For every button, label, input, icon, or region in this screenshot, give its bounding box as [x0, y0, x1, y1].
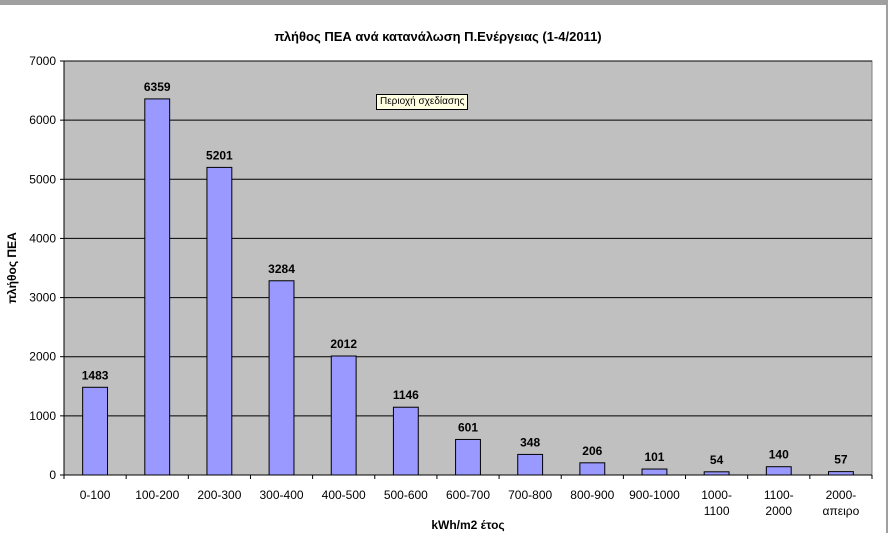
bars — [82, 98, 854, 476]
y-tick-label: 3000 — [29, 291, 56, 305]
x-tick-label: απειρο — [823, 504, 860, 518]
x-tick-label: 0-100 — [80, 488, 111, 502]
y-tick-label: 4000 — [29, 231, 56, 245]
data-label: 140 — [769, 448, 789, 462]
x-tick-label: 2000- — [826, 488, 857, 502]
x-tick-label: 100-200 — [135, 488, 179, 502]
bar[interactable] — [765, 466, 792, 476]
x-tick-label: 900-1000 — [629, 488, 680, 502]
x-tick-label: 300-400 — [260, 488, 304, 502]
bar[interactable] — [268, 280, 295, 476]
y-axis-ticks: 0 1000 2000 3000 4000 5000 6000 7000 — [29, 54, 64, 482]
bar[interactable] — [392, 406, 419, 476]
x-tick-label: 2000 — [765, 504, 792, 518]
data-label: 54 — [710, 453, 724, 467]
window-top-border — [0, 0, 888, 5]
x-tick-label: 1100 — [704, 504, 730, 518]
bar[interactable] — [455, 438, 481, 476]
x-tick-label: 600-700 — [446, 488, 490, 502]
gridlines — [64, 60, 872, 417]
bar[interactable] — [82, 386, 109, 476]
window-right-border — [886, 0, 888, 533]
bar[interactable] — [579, 462, 606, 476]
data-label: 3284 — [268, 262, 295, 276]
bar[interactable] — [641, 468, 668, 476]
y-tick-label: 5000 — [29, 172, 56, 186]
data-label: 6359 — [144, 80, 171, 94]
data-label: 1483 — [82, 368, 109, 382]
bar[interactable] — [144, 98, 171, 476]
x-axis-title: kWh/m2 έτος — [431, 518, 504, 532]
data-label: 5201 — [206, 148, 233, 162]
chart-title: πλήθος ΠΕΑ ανά κατανάλωση Π.Ενέργειας (1… — [274, 29, 601, 44]
data-label: 57 — [834, 453, 848, 467]
y-tick-label: 0 — [49, 468, 56, 482]
y-tick-label: 2000 — [29, 350, 56, 364]
x-axis-ticks: 0-100 100-200 200-300 300-400 400-500 500-600… — [63, 475, 873, 518]
x-tick-label: 800-900 — [570, 488, 614, 502]
y-axis-title: πλήθος ΠΕΑ — [5, 232, 19, 304]
data-label: 601 — [458, 420, 478, 434]
plot-area[interactable] — [63, 60, 873, 476]
data-label: 101 — [644, 450, 664, 464]
y-tick-label: 6000 — [29, 113, 56, 127]
bar[interactable] — [330, 355, 357, 476]
data-labels: 1483 6359 5201 3284 2012 1146 601 348 206 101 54 14… — [82, 80, 848, 467]
data-label: 348 — [520, 435, 540, 449]
bar[interactable] — [827, 471, 854, 476]
data-label: 2012 — [330, 337, 357, 351]
x-tick-label: 1000- — [701, 488, 732, 502]
data-label: 1146 — [393, 388, 419, 402]
x-tick-label: 500-600 — [384, 488, 428, 502]
bar[interactable] — [517, 453, 544, 476]
x-tick-label: 200-300 — [197, 488, 241, 502]
y-tick-label: 1000 — [29, 409, 56, 423]
y-tick-label: 7000 — [29, 54, 56, 68]
bar[interactable] — [206, 166, 233, 476]
plot-area-tooltip: Περιοχή σχεδίασης — [376, 94, 469, 110]
x-tick-label: 1100- — [764, 488, 794, 502]
data-label: 206 — [582, 444, 602, 458]
x-tick-label: 700-800 — [508, 488, 552, 502]
x-tick-label: 400-500 — [322, 488, 366, 502]
